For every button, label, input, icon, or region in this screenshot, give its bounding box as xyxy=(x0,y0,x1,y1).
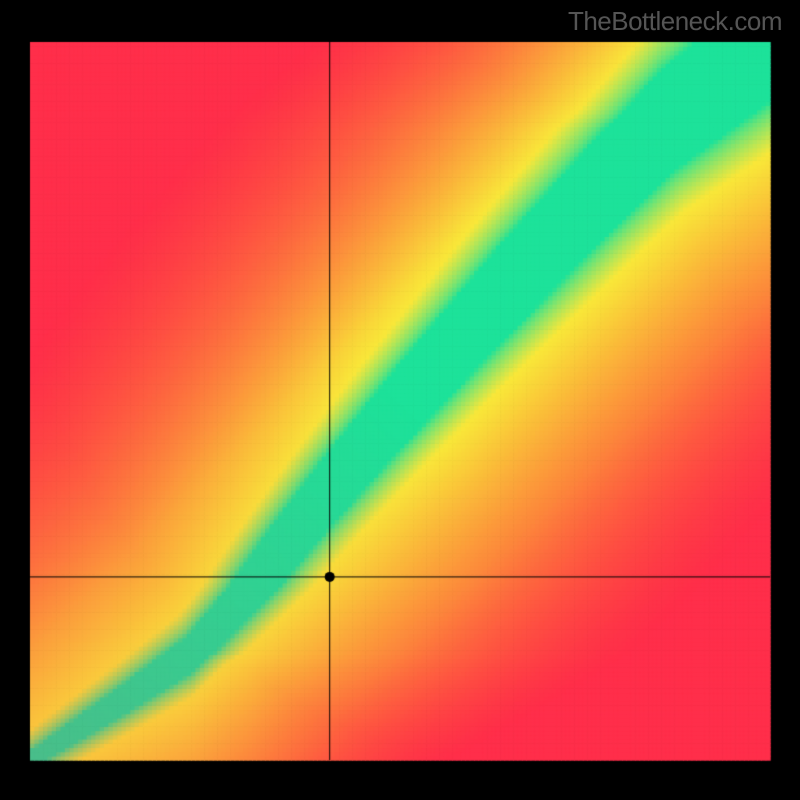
chart-container: TheBottleneck.com xyxy=(0,0,800,800)
bottleneck-heatmap xyxy=(0,0,800,800)
watermark-text: TheBottleneck.com xyxy=(568,6,782,37)
